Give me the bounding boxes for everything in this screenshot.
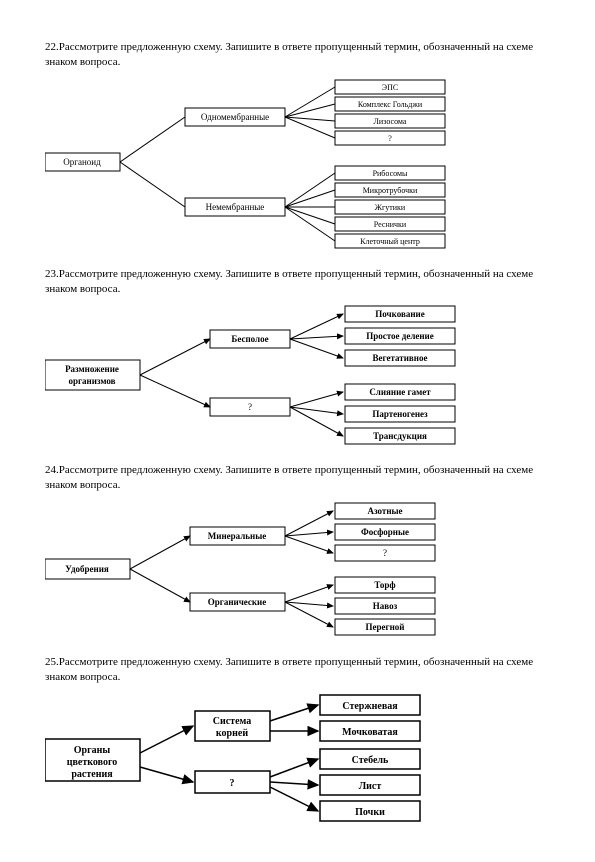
root-l3: растения (71, 769, 113, 780)
question-23-text: 23.Рассмотрите предложенную схему. Запиш… (45, 267, 560, 297)
diagram-24: Удобрения Минеральные Органические Азотн… (45, 501, 560, 641)
leaf: Навоз (373, 601, 398, 611)
leaf: Лист (359, 781, 382, 792)
branch-label: ? (230, 778, 235, 789)
leaf: ? (383, 548, 387, 558)
leaf: Комплекс Гольджи (358, 100, 423, 109)
branch-l1: Система (213, 716, 252, 727)
diagram-23: Размножение организмов Бесполое ? Почков… (45, 304, 560, 449)
leaf: Фосфорные (361, 527, 409, 537)
leaf-group: Торф Навоз Перегной (285, 577, 435, 635)
leaf: Почкование (375, 309, 424, 319)
root-l1: Органы (74, 745, 111, 756)
leaf-group: Почкование Простое деление Вегетативное (290, 306, 455, 366)
root-label: Удобрения (65, 564, 109, 574)
diagram-22: Органоид Одномембранные Немембранные ЭПС… (45, 78, 560, 253)
leaf: Партеногенез (372, 409, 428, 419)
leaf-group-2: Рибосомы Микротрубочки Жгутики Реснички … (285, 166, 445, 248)
leaf: Почки (355, 807, 385, 818)
question-22-text: 22.Рассмотрите предложенную схему. Запиш… (45, 40, 560, 70)
leaf-group: Азотные Фосфорные ? (285, 503, 435, 561)
leaf: Лизосома (374, 117, 407, 126)
leaf: Жгутики (375, 203, 406, 212)
leaf: Стебель (352, 755, 389, 766)
leaf: Вегетативное (373, 353, 428, 363)
branch-label: Минеральные (208, 531, 266, 541)
leaf: Слияние гамет (369, 387, 431, 397)
leaf: ? (388, 134, 392, 143)
leaf: Реснички (374, 220, 407, 229)
leaf-group: Стебель Лист Почки (270, 749, 420, 821)
diagram-25: Органы цветкового растения Система корне… (45, 693, 560, 828)
leaf: Простое деление (366, 331, 434, 341)
branch-label: Одномембранные (201, 112, 269, 122)
branch-label: Бесполое (231, 334, 268, 344)
leaf-group-1: ЭПС Комплекс Гольджи Лизосома ? (285, 80, 445, 145)
leaf: Микротрубочки (363, 186, 418, 195)
leaf: Рибосомы (373, 169, 408, 178)
leaf: Стержневая (342, 701, 398, 712)
root-label-l1: Размножение (65, 364, 119, 374)
root-label-l2: организмов (68, 376, 115, 386)
branch-label: ? (248, 402, 252, 412)
leaf: Клеточный центр (360, 237, 420, 246)
question-25-text: 25.Рассмотрите предложенную схему. Запиш… (45, 655, 560, 685)
branch-label: Немембранные (206, 202, 265, 212)
leaf: Торф (374, 580, 395, 590)
leaf-group: Стержневая Мочковатая (270, 695, 420, 741)
leaf: Перегной (366, 622, 405, 632)
question-24-text: 24.Рассмотрите предложенную схему. Запиш… (45, 463, 560, 493)
page: 22.Рассмотрите предложенную схему. Запиш… (0, 0, 595, 862)
branch-l2: корней (216, 728, 248, 739)
leaf: Трансдукция (373, 431, 427, 441)
leaf: ЭПС (382, 83, 398, 92)
branch-label: Органические (208, 597, 267, 607)
leaf-group: Слияние гамет Партеногенез Трансдукция (290, 384, 455, 444)
root-label: Органоид (63, 157, 101, 167)
leaf: Мочковатая (342, 727, 398, 738)
leaf: Азотные (367, 506, 402, 516)
root-l2: цветкового (67, 757, 118, 768)
